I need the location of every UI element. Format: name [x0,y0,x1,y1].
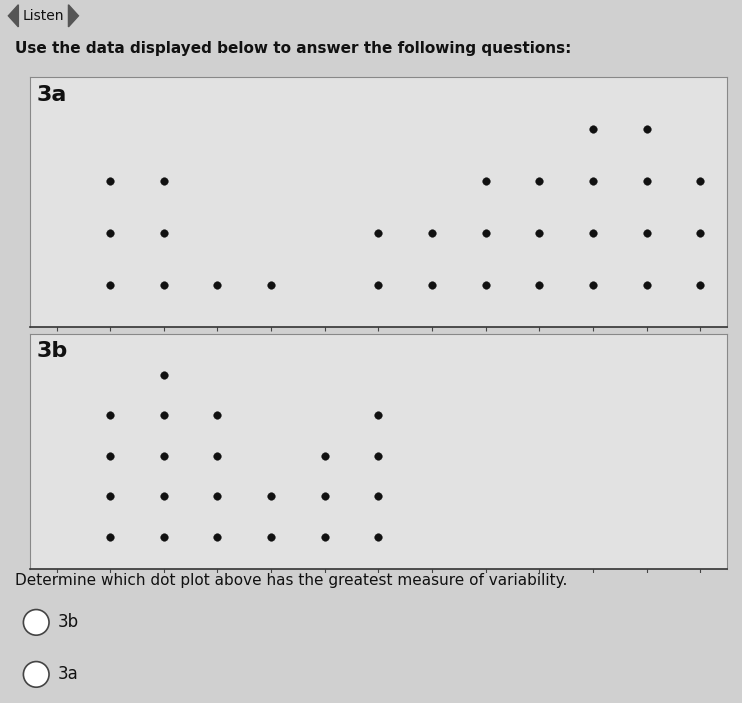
Ellipse shape [24,610,49,636]
Text: 3b: 3b [36,341,68,361]
Text: 3a: 3a [36,85,67,105]
Polygon shape [68,5,79,27]
Ellipse shape [24,662,49,688]
Text: Use the data displayed below to answer the following questions:: Use the data displayed below to answer t… [15,41,571,56]
Text: Listen: Listen [23,9,64,22]
Text: 3b: 3b [58,613,79,631]
X-axis label: distribution 3b: distribution 3b [323,596,434,611]
X-axis label: distribution 3a: distribution 3a [323,354,434,368]
Polygon shape [8,5,19,27]
Text: Determine which dot plot above has the greatest measure of variability.: Determine which dot plot above has the g… [15,573,567,588]
Text: 3a: 3a [58,665,79,683]
